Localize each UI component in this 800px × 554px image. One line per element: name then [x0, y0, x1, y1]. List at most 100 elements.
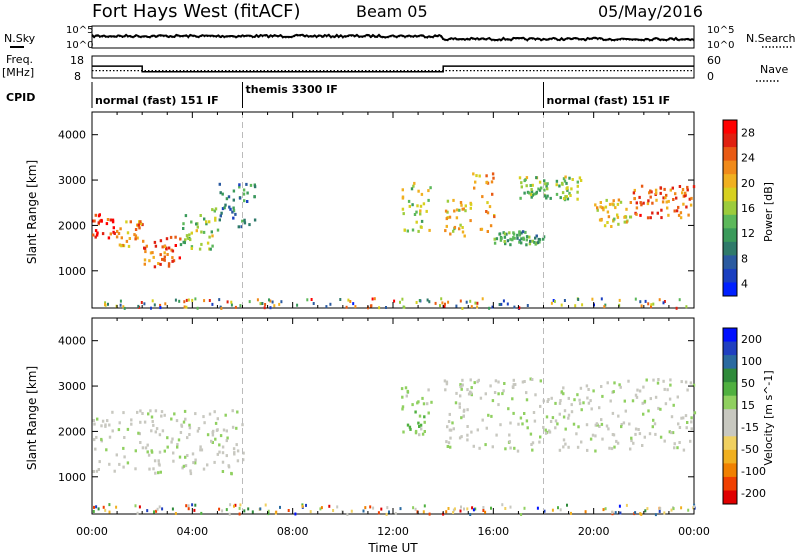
range-gate-cell — [427, 198, 430, 202]
colorbar-swatch — [723, 174, 737, 189]
range-gate-cell — [411, 228, 415, 232]
range-gate-cell — [460, 435, 463, 439]
range-gate-cell — [632, 191, 636, 195]
range-gate-cell — [419, 209, 422, 213]
range-gate-cell — [563, 179, 567, 183]
ground-scatter-cell — [251, 510, 254, 514]
range-gate-cell — [210, 230, 213, 234]
range-gate-cell — [491, 445, 494, 449]
range-gate-cell — [523, 191, 526, 195]
ground-scatter-cell — [354, 305, 357, 309]
range-gate-cell — [208, 247, 211, 251]
range-gate-cell — [165, 246, 168, 250]
ground-scatter-cell — [414, 507, 417, 511]
range-gate-cell — [600, 218, 603, 222]
range-gate-cell — [508, 433, 511, 437]
range-gate-cell — [558, 412, 561, 416]
range-gate-cell — [206, 241, 210, 245]
range-gate-cell — [160, 410, 164, 414]
ground-scatter-cell — [488, 306, 491, 310]
range-gate-cell — [141, 223, 144, 227]
ground-scatter-cell — [211, 302, 214, 306]
ground-scatter-cell — [194, 297, 197, 301]
range-gate-cell — [612, 390, 615, 394]
power-ylabel: Slant Range [km] — [25, 160, 39, 264]
ground-scatter-cell — [385, 306, 387, 309]
range-gate-cell — [525, 238, 528, 242]
ground-scatter-cell — [388, 510, 390, 514]
x-tick-label: 20:00 — [578, 525, 610, 538]
range-gate-cell — [511, 238, 514, 242]
range-gate-cell — [143, 258, 147, 262]
range-gate-cell — [125, 239, 129, 243]
colorbar-swatch — [723, 449, 737, 464]
ground-scatter-cell — [652, 302, 655, 306]
range-gate-cell — [108, 435, 112, 439]
range-gate-cell — [558, 184, 561, 188]
range-gate-cell — [219, 191, 222, 195]
range-gate-cell — [656, 211, 659, 215]
range-gate-cell — [504, 242, 507, 246]
range-gate-cell — [671, 186, 674, 190]
ground-scatter-cell — [278, 302, 281, 306]
range-gate-cell — [575, 432, 578, 436]
ground-scatter-cell — [104, 301, 107, 305]
ground-scatter-cell — [675, 306, 678, 310]
range-gate-cell — [167, 262, 171, 266]
range-gate-cell — [104, 424, 107, 428]
ground-scatter-cell — [196, 306, 199, 310]
range-gate-cell — [96, 417, 99, 421]
range-gate-cell — [117, 428, 121, 432]
x-tick-label: 16:00 — [477, 525, 509, 538]
range-gate-cell — [539, 435, 542, 439]
ground-scatter-cell — [312, 302, 315, 305]
colorbar-swatch — [723, 228, 737, 243]
range-gate-cell — [478, 446, 481, 450]
range-gate-cell — [196, 225, 199, 229]
range-gate-cell — [120, 236, 123, 240]
time-axis-label: Time UT — [367, 541, 418, 554]
y-tick-label: 2000 — [58, 425, 86, 438]
range-gate-cell — [609, 399, 612, 403]
range-gate-cell — [186, 436, 189, 440]
range-gate-cell — [528, 191, 531, 195]
beam-label: Beam 05 — [356, 2, 428, 21]
colorbar-tick-label: -100 — [741, 465, 766, 478]
power-colorbar: 28 24 20 16 12 8 4 — [722, 119, 755, 297]
range-gate-cell — [460, 203, 463, 207]
range-gate-cell — [656, 381, 660, 385]
range-gate-cell — [506, 239, 510, 243]
ground-scatter-cell — [663, 511, 666, 515]
range-gate-cell — [570, 403, 573, 407]
range-gate-cell — [119, 227, 122, 231]
range-gate-cell — [631, 399, 635, 403]
range-gate-cell — [466, 408, 469, 412]
range-gate-cell — [139, 222, 143, 226]
ground-scatter-cell — [155, 509, 158, 513]
range-gate-cell — [421, 396, 424, 400]
range-gate-cell — [202, 415, 205, 419]
range-gate-cell — [594, 449, 597, 453]
ground-scatter-cell — [658, 509, 661, 513]
range-gate-cell — [188, 426, 192, 430]
range-gate-cell — [218, 450, 221, 454]
ground-scatter-cell — [442, 512, 445, 516]
range-gate-cell — [401, 196, 405, 200]
ground-scatter-cell — [153, 303, 156, 307]
range-gate-cell — [448, 428, 452, 432]
range-gate-cell — [672, 198, 675, 201]
range-gate-cell — [668, 397, 672, 401]
ground-scatter-cell — [444, 302, 446, 306]
range-gate-cell — [401, 405, 405, 409]
range-gate-cell — [158, 433, 162, 437]
range-gate-cell — [202, 467, 206, 471]
range-gate-cell — [153, 459, 157, 463]
ground-scatter-cell — [551, 508, 554, 512]
range-gate-cell — [481, 195, 484, 199]
range-gate-cell — [585, 384, 589, 388]
ground-scatter-cell — [520, 513, 523, 516]
range-gate-cell — [669, 188, 672, 192]
range-gate-cell — [679, 211, 683, 215]
range-gate-cell — [150, 429, 153, 433]
range-gate-cell — [100, 437, 103, 441]
